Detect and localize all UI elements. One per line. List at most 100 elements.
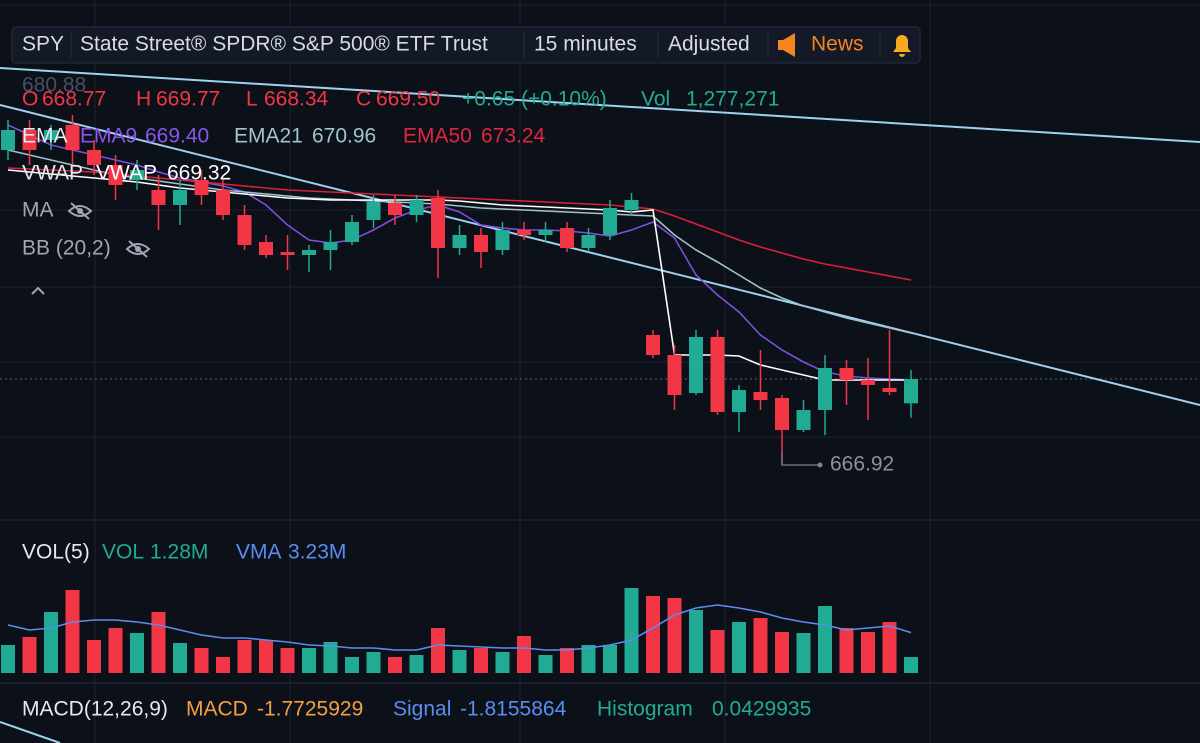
trend-line bbox=[0, 67, 1200, 143]
volume-bar bbox=[173, 643, 187, 673]
instrument-name[interactable]: State Street® SPDR® S&P 500® ETF Trust bbox=[80, 33, 488, 56]
trend-line bbox=[0, 721, 61, 743]
volume-bar bbox=[861, 632, 875, 673]
volume-bar bbox=[409, 655, 424, 673]
candle-body bbox=[646, 335, 660, 355]
candle-body bbox=[237, 215, 252, 245]
candle-body bbox=[710, 337, 725, 412]
symbol[interactable]: SPY bbox=[22, 33, 64, 56]
indicator-line bbox=[7, 604, 912, 651]
volume-label: Vol bbox=[641, 88, 670, 111]
volume-bar bbox=[452, 650, 467, 673]
candle-body bbox=[194, 180, 209, 195]
volume-bar bbox=[775, 632, 789, 673]
adjustment[interactable]: Adjusted bbox=[668, 33, 750, 56]
macd-label: MACD bbox=[186, 698, 248, 721]
news[interactable]: News bbox=[811, 33, 864, 56]
bb-label[interactable]: BB (20,2) bbox=[22, 237, 111, 260]
candle-body bbox=[302, 250, 316, 255]
candle-body bbox=[495, 230, 510, 250]
volume-bar bbox=[732, 622, 746, 673]
indicator-line bbox=[7, 124, 912, 381]
volume-bar bbox=[818, 606, 832, 673]
ema50-name: EMA50 bbox=[403, 125, 472, 148]
volume-bar bbox=[345, 657, 359, 673]
candle-body bbox=[44, 130, 58, 140]
volume-bar bbox=[431, 628, 445, 673]
volume-bar bbox=[237, 640, 252, 673]
candle-body bbox=[904, 379, 918, 404]
volume-bar bbox=[603, 645, 617, 673]
volume-bar bbox=[151, 612, 166, 673]
candle-body bbox=[818, 368, 832, 410]
candle-body bbox=[409, 200, 424, 215]
high-label: H bbox=[136, 88, 151, 111]
volume-last: 1.28M bbox=[150, 541, 208, 564]
low-label: L bbox=[246, 88, 258, 111]
volume-bar bbox=[560, 648, 574, 673]
marks: 666.92 bbox=[1, 115, 918, 673]
volume-bar bbox=[216, 657, 230, 673]
volume-bar bbox=[130, 633, 144, 673]
candle-body bbox=[388, 203, 402, 215]
volume-bar bbox=[581, 645, 596, 673]
ma-label[interactable]: MA bbox=[22, 199, 54, 222]
volume-legend: VOL(5) VOL 1.28M VMA 3.23M bbox=[22, 541, 346, 564]
volume-bar bbox=[366, 652, 381, 673]
volume-bar bbox=[388, 657, 402, 673]
macd-value: -1.7725929 bbox=[257, 698, 363, 721]
news-icon bbox=[778, 33, 795, 57]
toolbar-box bbox=[11, 26, 921, 64]
volume-bar bbox=[904, 657, 918, 673]
candle-body bbox=[151, 190, 166, 205]
candle-body bbox=[732, 390, 746, 412]
high-value: 669.77 bbox=[156, 88, 220, 111]
collapse-icon[interactable] bbox=[31, 286, 45, 295]
trend-lines bbox=[0, 67, 1200, 743]
volume-bar bbox=[280, 648, 295, 673]
candle-body bbox=[517, 230, 531, 235]
alert-icon[interactable] bbox=[893, 35, 911, 57]
volume-bar bbox=[474, 648, 488, 673]
candle-body bbox=[581, 235, 596, 248]
volume-bar bbox=[87, 640, 101, 673]
ohlc-legend: O 668.77 H 669.77 L 668.34 C 669.50 +0.6… bbox=[22, 88, 779, 111]
candle-body bbox=[345, 222, 359, 242]
signal-label: Signal bbox=[393, 698, 451, 721]
ema21-value: 670.96 bbox=[312, 125, 376, 148]
interval[interactable]: 15 minutes bbox=[534, 33, 637, 56]
volume-bar bbox=[44, 612, 58, 673]
trend-line bbox=[0, 104, 1200, 406]
vma-name: VMA bbox=[236, 541, 282, 564]
volume-bar bbox=[646, 596, 660, 673]
price-label: 680.88 bbox=[22, 74, 86, 97]
indicator-line bbox=[7, 167, 912, 281]
candle-body bbox=[882, 388, 897, 392]
macd-title: MACD(12,26,9) bbox=[22, 698, 168, 721]
hidden-icon[interactable] bbox=[67, 202, 93, 220]
volume-bar bbox=[667, 598, 682, 673]
volume-bar bbox=[65, 590, 80, 673]
candle-body bbox=[775, 398, 789, 430]
candle-body bbox=[603, 208, 617, 235]
volume-bar bbox=[796, 633, 811, 673]
volume-bar bbox=[839, 628, 854, 673]
close-value: 669.50 bbox=[376, 88, 440, 111]
volume-title: VOL(5) bbox=[22, 541, 90, 564]
vwap-value: 669.32 bbox=[167, 162, 231, 185]
macd-legend: MACD(12,26,9) MACD -1.7725929 Signal -1.… bbox=[22, 698, 811, 721]
low-label: 666.92 bbox=[830, 453, 894, 476]
candle-body bbox=[173, 190, 187, 205]
candle-body bbox=[538, 230, 553, 235]
low-marker-dot bbox=[817, 462, 823, 468]
hidden-icon[interactable] bbox=[125, 240, 151, 258]
volume-bar bbox=[538, 655, 553, 673]
ema-label[interactable]: EMA bbox=[22, 125, 68, 148]
volume-bar bbox=[1, 645, 15, 673]
vwap-label[interactable]: VWAP bbox=[22, 162, 83, 185]
volume-bar bbox=[259, 640, 273, 673]
open-value: 668.77 bbox=[42, 88, 106, 111]
volume-bar bbox=[323, 642, 338, 673]
